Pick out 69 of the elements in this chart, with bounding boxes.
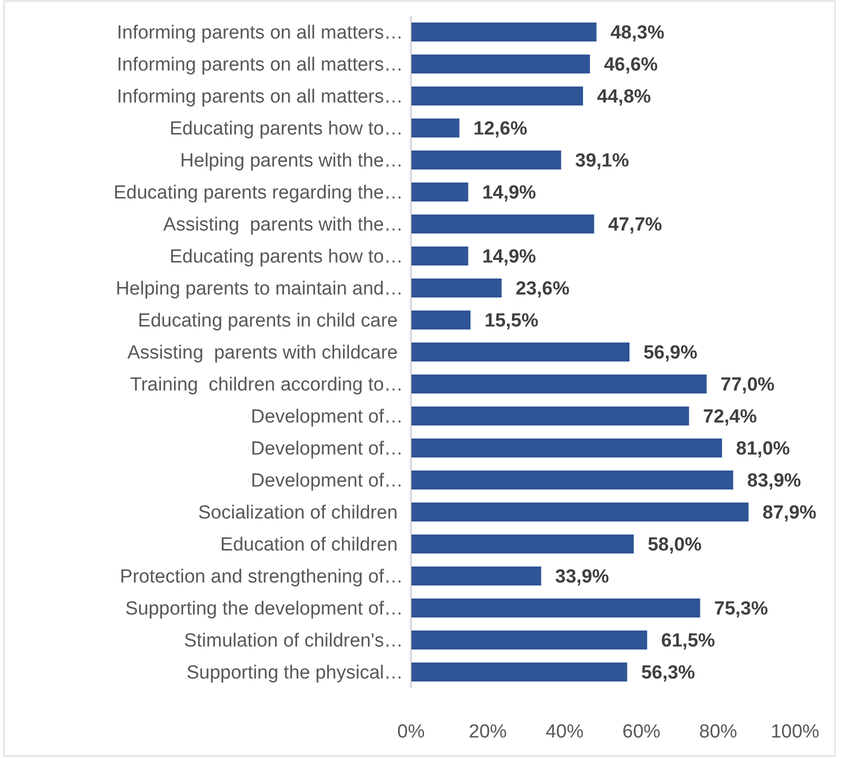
data-label: 46,6% — [604, 54, 658, 76]
bar — [411, 54, 590, 74]
data-label: 61,5% — [661, 630, 716, 652]
bar — [411, 278, 502, 298]
bar — [411, 182, 468, 202]
y-tick-label: Educating parents regarding the… — [114, 182, 403, 204]
bar — [411, 630, 648, 650]
y-tick-label: Assisting parents with the… — [163, 214, 403, 236]
y-tick-label: Educating parents in child care — [138, 310, 403, 332]
bar — [411, 214, 594, 234]
data-label: 14,9% — [482, 182, 536, 204]
bar — [411, 598, 700, 618]
data-label: 14,9% — [482, 246, 536, 268]
y-tick-label: Training children according to… — [130, 374, 403, 396]
y-tick-label: Development of… — [250, 438, 403, 460]
y-tick-label: Educating parents how to… — [170, 118, 403, 140]
y-tick-label: Supporting the development of… — [125, 598, 403, 620]
data-label: 47,7% — [608, 214, 662, 236]
y-tick-label: Stimulation of children's… — [184, 630, 403, 652]
data-label: 83,9% — [747, 470, 802, 492]
x-tick-label: 60% — [622, 722, 661, 743]
x-tick-label: 100% — [770, 722, 820, 743]
bar — [411, 310, 471, 330]
y-tick-label: Socialization of children — [198, 502, 403, 524]
x-tick-label: 40% — [546, 722, 584, 743]
y-tick-label: Education of children — [220, 534, 403, 556]
data-label: 58,0% — [648, 534, 702, 556]
bar — [411, 118, 460, 138]
data-label: 15,5% — [484, 310, 538, 332]
y-tick-label: Informing parents on all matters… — [116, 54, 403, 76]
x-tick-label: 80% — [699, 722, 738, 743]
bar — [411, 246, 468, 266]
y-tick-label: Informing parents on all matters… — [116, 86, 403, 108]
data-label: 39,1% — [575, 150, 630, 172]
bar — [411, 86, 584, 106]
y-tick-label: Development of… — [250, 470, 403, 492]
x-tick-label: 20% — [468, 722, 507, 743]
data-label: 48,3% — [610, 22, 664, 44]
data-label: 75,3% — [714, 598, 768, 620]
data-label: 87,9% — [762, 502, 817, 524]
data-label: 12,6% — [473, 118, 528, 140]
bar — [411, 150, 562, 170]
data-label: 72,4% — [703, 406, 757, 428]
bar — [411, 502, 749, 522]
data-label: 44,8% — [597, 86, 652, 108]
y-tick-label: Helping parents with the… — [180, 150, 403, 172]
x-tick-label: 0% — [397, 722, 425, 743]
bar — [411, 374, 707, 394]
data-label: 23,6% — [516, 278, 570, 300]
y-tick-label: Educating parents how to… — [170, 246, 403, 268]
y-tick-label: Protection and strengthening of… — [120, 566, 403, 588]
bar — [411, 534, 634, 554]
bar — [411, 470, 734, 490]
data-label: 81,0% — [736, 438, 790, 460]
data-label: 56,9% — [643, 342, 698, 364]
y-tick-label: Development of… — [250, 406, 403, 428]
data-label: 77,0% — [720, 374, 775, 396]
data-label: 56,3% — [641, 662, 696, 684]
y-tick-label: Informing parents on all matters… — [116, 22, 403, 44]
bar — [411, 406, 690, 426]
y-tick-label: Supporting the physical… — [186, 662, 403, 684]
bar — [411, 566, 542, 586]
y-tick-label: Helping parents to maintain and… — [116, 278, 403, 300]
data-label: 33,9% — [555, 566, 610, 588]
bar — [411, 662, 628, 682]
bar — [411, 438, 722, 458]
bar — [411, 342, 630, 362]
bar — [411, 22, 596, 42]
y-tick-label: Assisting parents with childcare — [127, 342, 403, 364]
